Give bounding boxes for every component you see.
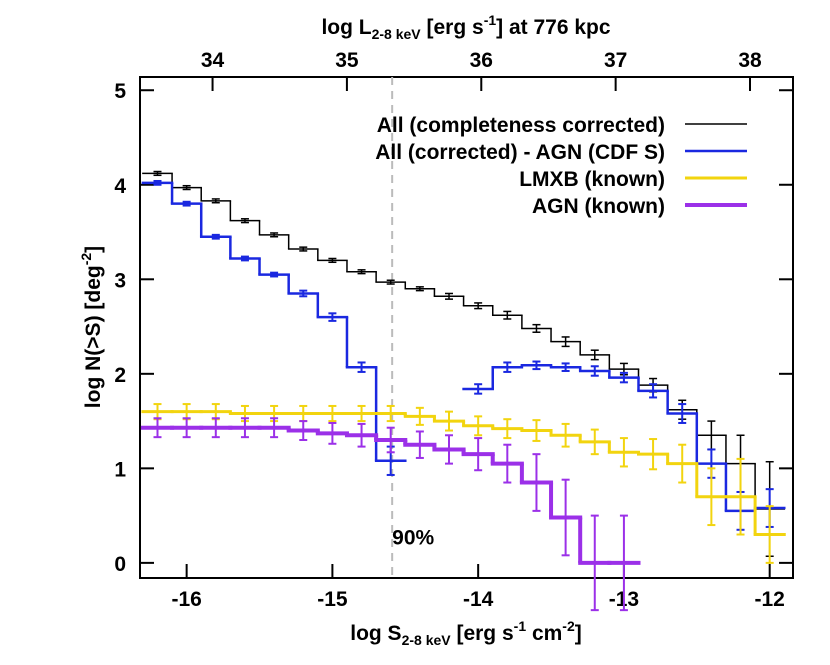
y-tick-label: 2 xyxy=(114,364,126,387)
x2-tick-label: 35 xyxy=(335,49,359,72)
x2-axis-title: log L2-8 keV [erg s-1] at 776 kpc xyxy=(321,12,610,42)
y-tick-label: 4 xyxy=(114,175,126,198)
y-tick-label: 5 xyxy=(114,80,126,103)
x2-title-sup: -1 xyxy=(484,12,497,28)
x2-title-part: [erg s xyxy=(421,16,484,39)
x-axis-title: log S2-8 keV [erg s-1 cm-2] xyxy=(350,618,582,648)
threshold-label: 90% xyxy=(392,526,434,549)
x-tick-label: -15 xyxy=(317,588,348,611)
x-tick-label: -16 xyxy=(171,588,201,611)
x-title-part: log S xyxy=(350,622,401,645)
x-tick-label: -14 xyxy=(463,588,494,611)
x2-title-part: log L xyxy=(321,16,371,39)
x2-tick-label: 38 xyxy=(738,49,762,72)
legend-label: LMXB (known) xyxy=(519,168,665,191)
y-title-part: log N(>S) [deg xyxy=(82,265,105,408)
legend-label: AGN (known) xyxy=(532,195,665,218)
y-axis-title: log N(>S) [deg-2] xyxy=(78,246,105,408)
x-title-part: [erg s xyxy=(451,622,514,645)
x-title-sup: -2 xyxy=(562,618,575,634)
legend-label: All (corrected) - AGN (CDF S) xyxy=(375,141,665,164)
y-tick-label: 1 xyxy=(114,458,126,481)
x2-tick-label: 36 xyxy=(470,49,493,72)
x-title-part: cm xyxy=(526,622,562,645)
x-title-sup: -1 xyxy=(514,618,527,634)
y-tick-label: 0 xyxy=(114,553,126,576)
y-title-part: ] xyxy=(82,246,105,253)
x-title-sub: 2-8 keV xyxy=(402,632,452,648)
x2-tick-label: 34 xyxy=(201,49,225,72)
plot-frame xyxy=(139,76,794,579)
x-tick-label: -12 xyxy=(754,588,784,611)
x2-title-part: ] at 776 kpc xyxy=(496,16,611,39)
x-title-part: ] xyxy=(575,622,582,645)
y-title-sup: -2 xyxy=(78,253,94,266)
y-tick-label: 3 xyxy=(114,269,126,292)
x2-tick-label: 37 xyxy=(604,49,627,72)
legend-label: All (completeness corrected) xyxy=(377,114,665,137)
x2-title-sub: 2-8 keV xyxy=(372,26,422,42)
